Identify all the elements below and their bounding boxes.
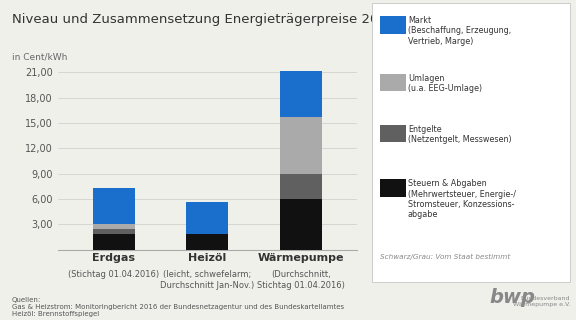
Bar (186, 202, 229, 235)
Text: Heizöl: Heizöl (188, 253, 226, 263)
Text: Niveau und Zusammensetzung Energieträgerpreise 2016: Niveau und Zusammensetzung Energieträger… (12, 13, 395, 26)
Bar (93, 235, 135, 250)
Bar (186, 235, 229, 250)
Text: Umlagen
(u.a. EEG-Umlage): Umlagen (u.a. EEG-Umlage) (408, 74, 482, 93)
Bar (280, 71, 322, 117)
Bar (280, 199, 322, 250)
Text: Markt
(Beschaffung, Erzeugung,
Vertrieb, Marge): Markt (Beschaffung, Erzeugung, Vertrieb,… (408, 16, 511, 46)
Text: Wärmepumpe: Wärmepumpe (257, 253, 344, 263)
Bar (93, 224, 135, 228)
Text: Entgelte
(Netzentgelt, Messwesen): Entgelte (Netzentgelt, Messwesen) (408, 125, 511, 144)
Text: bwp: bwp (490, 288, 536, 307)
Text: (leicht, schwefelarm;
Durchschnitt Jan-Nov.): (leicht, schwefelarm; Durchschnitt Jan-N… (160, 270, 255, 290)
Bar (93, 228, 135, 235)
Text: Quellen:
Gas & Heizstrom: Monitoringbericht 2016 der Bundesnetzagentur und des B: Quellen: Gas & Heizstrom: Monitoringberi… (12, 297, 344, 317)
Text: (Stichtag 01.04.2016): (Stichtag 01.04.2016) (68, 270, 160, 279)
Bar (280, 174, 322, 199)
Text: in Cent/kWh: in Cent/kWh (12, 53, 67, 62)
Text: Bundesverband
Wärmepumpe e.V.: Bundesverband Wärmepumpe e.V. (513, 296, 570, 307)
Bar (280, 117, 322, 174)
Bar (93, 188, 135, 224)
Text: (Durchschnitt,
Stichtag 01.04.2016): (Durchschnitt, Stichtag 01.04.2016) (257, 270, 345, 290)
Text: Erdgas: Erdgas (92, 253, 135, 263)
Text: Schwarz/Grau: Vom Staat bestimmt: Schwarz/Grau: Vom Staat bestimmt (380, 254, 510, 260)
Text: Steuern & Abgaben
(Mehrwertsteuer, Energie-/
Stromsteuer, Konzessions-
abgabe: Steuern & Abgaben (Mehrwertsteuer, Energ… (408, 179, 516, 220)
